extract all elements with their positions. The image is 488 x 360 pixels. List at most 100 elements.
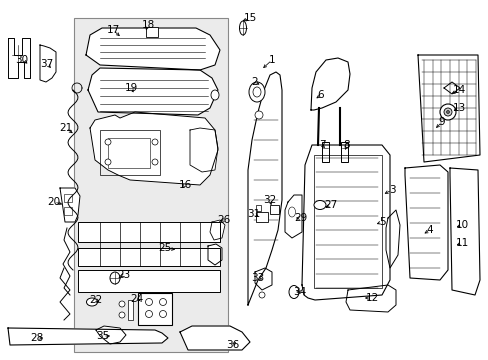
Text: 7: 7: [318, 140, 325, 150]
Ellipse shape: [105, 139, 111, 145]
Polygon shape: [302, 145, 389, 300]
Ellipse shape: [288, 207, 295, 217]
Polygon shape: [443, 82, 459, 94]
Bar: [256, 212, 267, 222]
Ellipse shape: [110, 272, 120, 284]
Polygon shape: [207, 244, 222, 265]
Polygon shape: [404, 165, 447, 280]
Text: 18: 18: [141, 20, 154, 30]
Text: 25: 25: [158, 243, 171, 253]
Polygon shape: [8, 328, 168, 345]
Ellipse shape: [152, 159, 158, 165]
Polygon shape: [86, 28, 220, 70]
Bar: [321, 142, 328, 162]
Polygon shape: [60, 188, 80, 222]
Bar: [78, 222, 220, 242]
Text: 8: 8: [343, 140, 349, 150]
Ellipse shape: [313, 201, 325, 210]
Text: 27: 27: [324, 200, 337, 210]
Text: 12: 12: [365, 293, 378, 303]
Text: 14: 14: [451, 85, 465, 95]
Bar: [64, 194, 72, 202]
Text: 30: 30: [16, 55, 28, 65]
Text: 11: 11: [454, 238, 468, 248]
Text: 21: 21: [59, 123, 73, 133]
Text: 2: 2: [251, 77, 258, 87]
Ellipse shape: [439, 104, 455, 120]
Text: 9: 9: [438, 117, 445, 127]
Ellipse shape: [239, 21, 246, 35]
Ellipse shape: [254, 111, 263, 119]
Text: 32: 32: [263, 195, 276, 205]
Polygon shape: [449, 168, 479, 295]
Bar: [313, 155, 381, 288]
Polygon shape: [180, 326, 249, 350]
Text: 36: 36: [226, 340, 239, 350]
Ellipse shape: [145, 310, 152, 318]
Ellipse shape: [105, 159, 111, 165]
Polygon shape: [190, 128, 218, 172]
Text: 26: 26: [217, 215, 230, 225]
Ellipse shape: [86, 298, 97, 306]
Polygon shape: [385, 210, 399, 268]
Ellipse shape: [446, 111, 448, 113]
Text: 29: 29: [294, 213, 307, 223]
Bar: [78, 270, 220, 292]
Text: 35: 35: [96, 331, 109, 341]
Ellipse shape: [119, 312, 125, 318]
Text: 33: 33: [251, 273, 264, 283]
Bar: [108, 138, 150, 168]
Ellipse shape: [259, 292, 264, 298]
Polygon shape: [8, 38, 30, 78]
Text: 13: 13: [451, 103, 465, 113]
Polygon shape: [310, 58, 349, 110]
Text: 5: 5: [378, 217, 385, 227]
Bar: [128, 300, 133, 320]
Polygon shape: [40, 45, 56, 82]
Bar: [78, 248, 220, 266]
Text: 24: 24: [130, 294, 143, 304]
Polygon shape: [90, 112, 218, 185]
Ellipse shape: [159, 298, 166, 306]
Text: 31: 31: [247, 209, 260, 219]
Text: 34: 34: [293, 287, 306, 297]
Ellipse shape: [119, 301, 125, 307]
Polygon shape: [346, 285, 395, 312]
Ellipse shape: [152, 139, 158, 145]
Ellipse shape: [145, 298, 152, 306]
Text: 4: 4: [426, 225, 432, 235]
Text: 37: 37: [41, 59, 54, 69]
Bar: [146, 27, 158, 37]
Ellipse shape: [248, 82, 264, 102]
Polygon shape: [209, 220, 224, 240]
Text: 19: 19: [124, 83, 137, 93]
Text: 28: 28: [30, 333, 43, 343]
Text: 20: 20: [47, 197, 61, 207]
Ellipse shape: [210, 90, 219, 100]
Text: 3: 3: [388, 185, 394, 195]
Polygon shape: [247, 72, 282, 305]
Text: 16: 16: [178, 180, 191, 190]
Text: 10: 10: [454, 220, 468, 230]
Text: 1: 1: [268, 55, 275, 65]
Polygon shape: [417, 55, 479, 162]
Bar: [340, 142, 347, 162]
Bar: [64, 207, 72, 215]
Bar: [269, 205, 279, 214]
Text: 15: 15: [243, 13, 256, 23]
Text: 22: 22: [89, 295, 102, 305]
Bar: [74, 18, 227, 352]
Bar: [100, 130, 160, 175]
Polygon shape: [96, 326, 126, 344]
Polygon shape: [88, 68, 218, 115]
Text: 23: 23: [117, 270, 130, 280]
Ellipse shape: [252, 87, 261, 97]
Ellipse shape: [159, 310, 166, 318]
Text: 6: 6: [317, 90, 324, 100]
Ellipse shape: [443, 108, 451, 116]
Ellipse shape: [288, 285, 298, 298]
Bar: [256, 205, 261, 211]
Polygon shape: [254, 268, 271, 290]
Bar: [138, 293, 172, 325]
Polygon shape: [285, 195, 302, 238]
